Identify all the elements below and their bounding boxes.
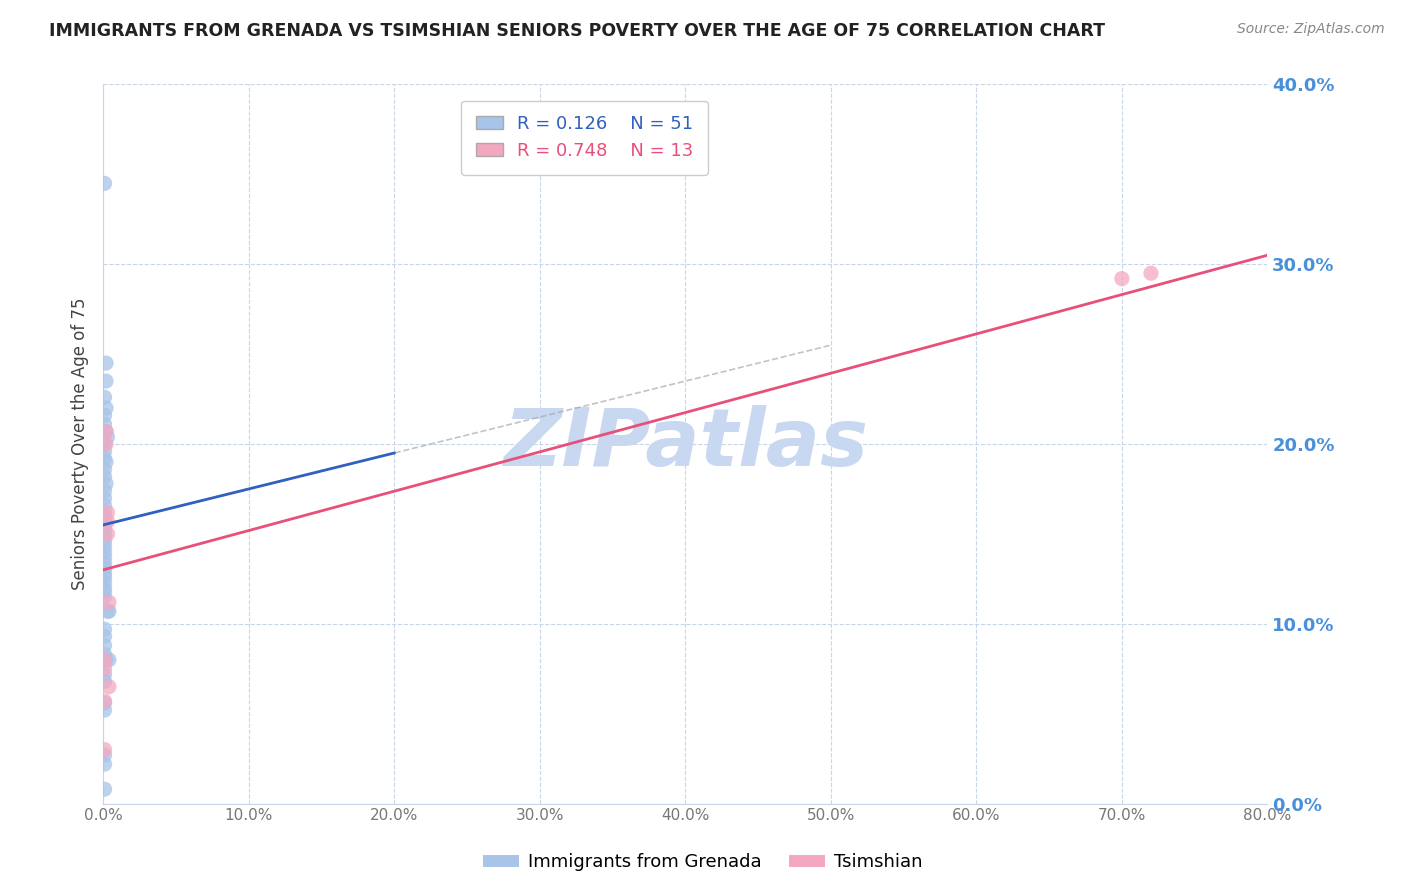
Point <box>93 417 115 432</box>
Point <box>93 550 115 565</box>
Point <box>97 653 120 667</box>
Point <box>94 476 117 491</box>
Legend: Immigrants from Grenada, Tsimshian: Immigrants from Grenada, Tsimshian <box>477 847 929 879</box>
Point <box>93 561 115 575</box>
Point <box>93 581 115 595</box>
Point <box>93 653 115 667</box>
Point <box>93 524 115 538</box>
Point <box>93 703 115 717</box>
Point <box>93 556 115 570</box>
Point <box>93 545 115 559</box>
Point <box>93 590 115 604</box>
Point <box>96 527 118 541</box>
Point <box>94 374 117 388</box>
Y-axis label: Seniors Poverty Over the Age of 75: Seniors Poverty Over the Age of 75 <box>72 298 89 591</box>
Point <box>93 505 115 519</box>
Point <box>94 356 117 370</box>
Point <box>96 514 118 528</box>
Point <box>93 529 115 543</box>
Point <box>93 444 115 458</box>
Point <box>93 696 115 710</box>
Point <box>93 462 115 476</box>
Point <box>93 757 115 772</box>
Point <box>97 680 120 694</box>
Point <box>93 451 115 466</box>
Point <box>93 491 115 505</box>
Point <box>93 667 115 681</box>
Point <box>93 437 115 451</box>
Legend: R = 0.126    N = 51, R = 0.748    N = 13: R = 0.126 N = 51, R = 0.748 N = 13 <box>461 101 709 175</box>
Point <box>93 694 115 708</box>
Point <box>93 483 115 498</box>
Point <box>93 742 115 756</box>
Point <box>93 570 115 584</box>
Point <box>93 177 115 191</box>
Point <box>93 409 115 423</box>
Text: Source: ZipAtlas.com: Source: ZipAtlas.com <box>1237 22 1385 37</box>
Point <box>94 425 117 439</box>
Point <box>1140 266 1163 280</box>
Point <box>94 401 117 415</box>
Point <box>93 498 115 512</box>
Point <box>93 566 115 581</box>
Point <box>93 517 115 532</box>
Point <box>93 674 115 689</box>
Text: IMMIGRANTS FROM GRENADA VS TSIMSHIAN SENIORS POVERTY OVER THE AGE OF 75 CORRELAT: IMMIGRANTS FROM GRENADA VS TSIMSHIAN SEN… <box>49 22 1105 40</box>
Point <box>96 604 118 618</box>
Point <box>97 595 120 609</box>
Point <box>93 639 115 653</box>
Point <box>94 455 117 469</box>
Point <box>94 437 117 451</box>
Point <box>93 469 115 483</box>
Point <box>93 512 115 526</box>
Point <box>93 629 115 643</box>
Point <box>96 505 118 519</box>
Point <box>93 390 115 404</box>
Text: ZIPatlas: ZIPatlas <box>503 405 868 483</box>
Point <box>97 604 120 618</box>
Point <box>93 622 115 636</box>
Point <box>93 782 115 797</box>
Point <box>93 584 115 599</box>
Point <box>96 430 118 444</box>
Point <box>93 540 115 554</box>
Point <box>93 662 115 676</box>
Point <box>1111 271 1133 285</box>
Point <box>94 425 117 439</box>
Point <box>94 653 117 667</box>
Point <box>93 747 115 762</box>
Point <box>93 575 115 590</box>
Point <box>93 534 115 549</box>
Point <box>93 648 115 662</box>
